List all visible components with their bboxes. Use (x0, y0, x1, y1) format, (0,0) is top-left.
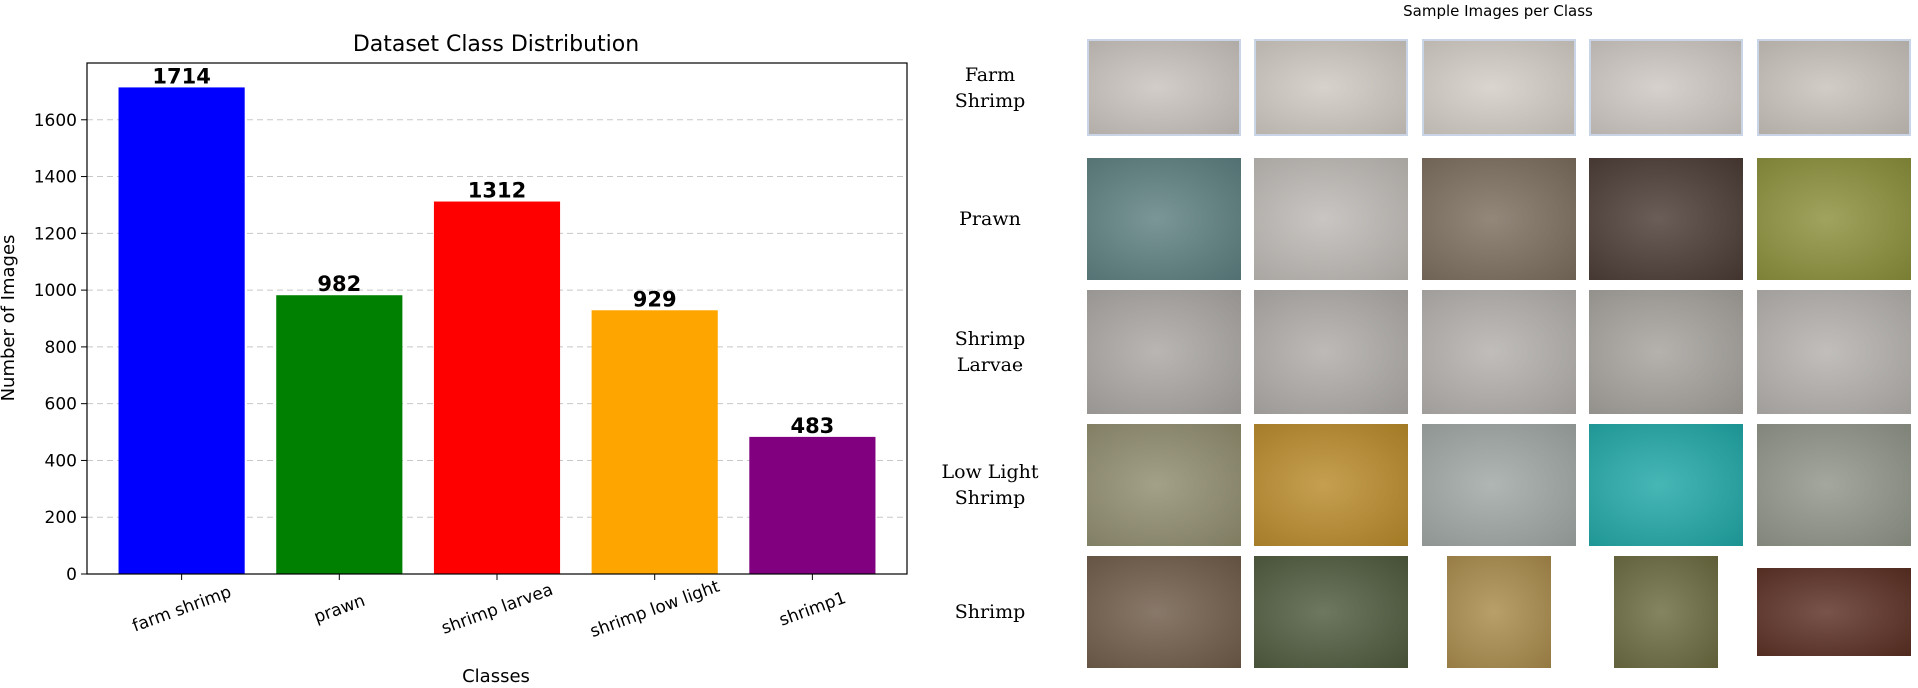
row-label: Farm Shrimp (930, 62, 1050, 114)
sample-image (1254, 556, 1408, 668)
sample-image (1447, 556, 1551, 668)
sample-image (1757, 568, 1911, 656)
sample-image (1422, 39, 1576, 136)
row-label-line: Low Light (941, 461, 1039, 483)
y-axis: 0 200 400 600 800 1000 1200 1400 1600 (34, 111, 87, 585)
sample-image (1589, 39, 1743, 136)
y-tick-label: 200 (45, 508, 77, 528)
x-axis: farm shrimp prawn shrimp larvea shrimp low … (130, 574, 849, 642)
sample-image (1254, 290, 1408, 414)
sample-image (1589, 158, 1743, 280)
bar (749, 436, 876, 574)
row-label: Prawn (930, 206, 1050, 232)
sample-image (1087, 39, 1241, 136)
sample-image (1614, 556, 1718, 668)
sample-image (1757, 158, 1911, 280)
y-tick-label: 1000 (34, 281, 77, 301)
y-axis-label: Number of Images (0, 235, 19, 402)
bars: 1714 982 1312 929 483 (118, 64, 876, 575)
x-tick-label: shrimp1 (777, 588, 849, 631)
sample-image (1254, 158, 1408, 280)
y-tick-label: 1600 (34, 111, 77, 131)
row-label: Shrimp Larvae (930, 326, 1050, 378)
bar-value-label: 1312 (468, 179, 526, 203)
x-tick-label: farm shrimp (130, 582, 234, 636)
x-tick-label: shrimp low light (588, 576, 723, 641)
sample-image (1087, 424, 1241, 546)
bar (433, 201, 561, 574)
sample-image (1422, 424, 1576, 546)
bar (118, 87, 245, 575)
row-label-line: Shrimp (954, 487, 1026, 509)
bar (276, 295, 403, 574)
sample-image (1254, 424, 1408, 546)
row-label-line: Shrimp (954, 601, 1026, 623)
bar-value-label: 483 (790, 414, 834, 438)
row-label-line: Larvae (956, 354, 1024, 376)
y-tick-label: 800 (45, 338, 77, 358)
sample-image (1589, 424, 1743, 546)
bar (591, 310, 718, 574)
row-label-line: Farm (964, 63, 1016, 86)
y-tick-label: 600 (45, 395, 77, 415)
y-tick-label: 0 (66, 565, 77, 585)
sample-image (1757, 424, 1911, 546)
y-tick-label: 1200 (34, 224, 77, 244)
sample-image (1422, 290, 1576, 414)
sample-image (1087, 158, 1241, 280)
sample-grid-title: Sample Images per Class (1403, 2, 1593, 20)
row-label: Low Light Shrimp (930, 459, 1050, 511)
bar-chart: Dataset Class Distribution 1714 982 1312 92… (0, 32, 908, 687)
row-label-line: Shrimp (954, 89, 1026, 112)
sample-image (1087, 290, 1241, 414)
sample-image (1422, 158, 1576, 280)
bar-value-label: 982 (317, 272, 361, 296)
y-tick-label: 1400 (34, 168, 77, 188)
y-tick-label: 400 (45, 451, 77, 471)
row-label: Shrimp (930, 599, 1050, 625)
x-tick-label: shrimp larvea (439, 580, 556, 639)
sample-image (1757, 290, 1911, 414)
bar-value-label: 1714 (152, 64, 210, 88)
x-tick-label: prawn (311, 591, 368, 628)
sample-image (1087, 556, 1241, 668)
sample-image (1757, 39, 1911, 136)
sample-image (1254, 39, 1408, 136)
chart-title: Dataset Class Distribution (353, 32, 639, 57)
x-axis-label: Classes (462, 666, 530, 687)
row-label-line: Shrimp (954, 328, 1026, 350)
row-label-line: Prawn (959, 208, 1021, 230)
sample-image (1589, 290, 1743, 414)
bar-value-label: 929 (633, 287, 677, 311)
